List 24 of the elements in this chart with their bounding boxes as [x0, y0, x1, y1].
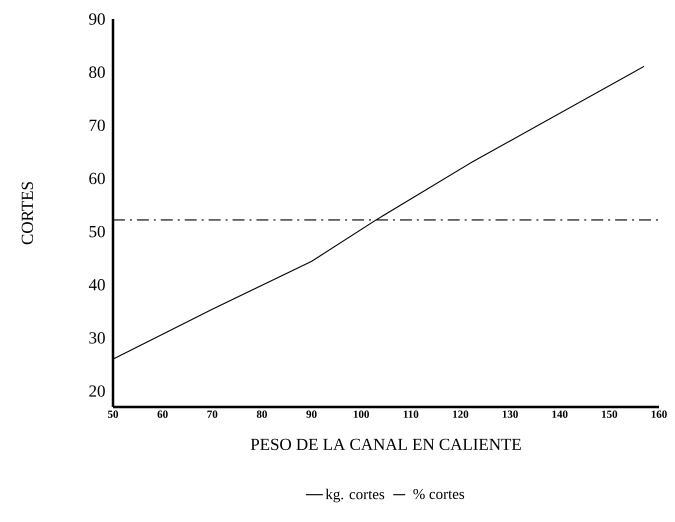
y-tick-label: 30 — [89, 332, 105, 344]
x-tick-label: 130 — [502, 410, 518, 418]
x-tick-label: 70 — [207, 410, 218, 418]
x-tick-label: 90 — [306, 410, 317, 418]
x-tick-label: 160 — [652, 410, 667, 418]
x-tick-label: 100 — [354, 410, 369, 418]
y-tick-label: 50 — [90, 226, 105, 238]
x-axis-title: PESO DE LA CANAL EN CALIENTE — [250, 438, 521, 450]
y-tick-label: 60 — [89, 172, 105, 184]
x-tick-label: 50 — [108, 410, 118, 418]
x-tick-label: 140 — [552, 410, 568, 418]
y-tick-label: 70 — [90, 120, 105, 132]
x-tick-label: 80 — [256, 410, 267, 418]
legend-label: % cortes — [413, 489, 464, 500]
legend-label: kg. cortes — [326, 488, 384, 502]
y-tick-label: 40 — [88, 279, 105, 290]
y-tick-label: 20 — [89, 385, 105, 397]
x-tick-label: 120 — [453, 410, 468, 418]
y-axis-title: CORTES — [22, 182, 34, 244]
y-tick-label: 80 — [89, 66, 105, 78]
x-tick-label: 150 — [602, 410, 618, 418]
x-tick-label: 60 — [158, 410, 168, 418]
y-tick-label: 90 — [89, 13, 105, 25]
x-tick-label: 110 — [404, 410, 418, 418]
